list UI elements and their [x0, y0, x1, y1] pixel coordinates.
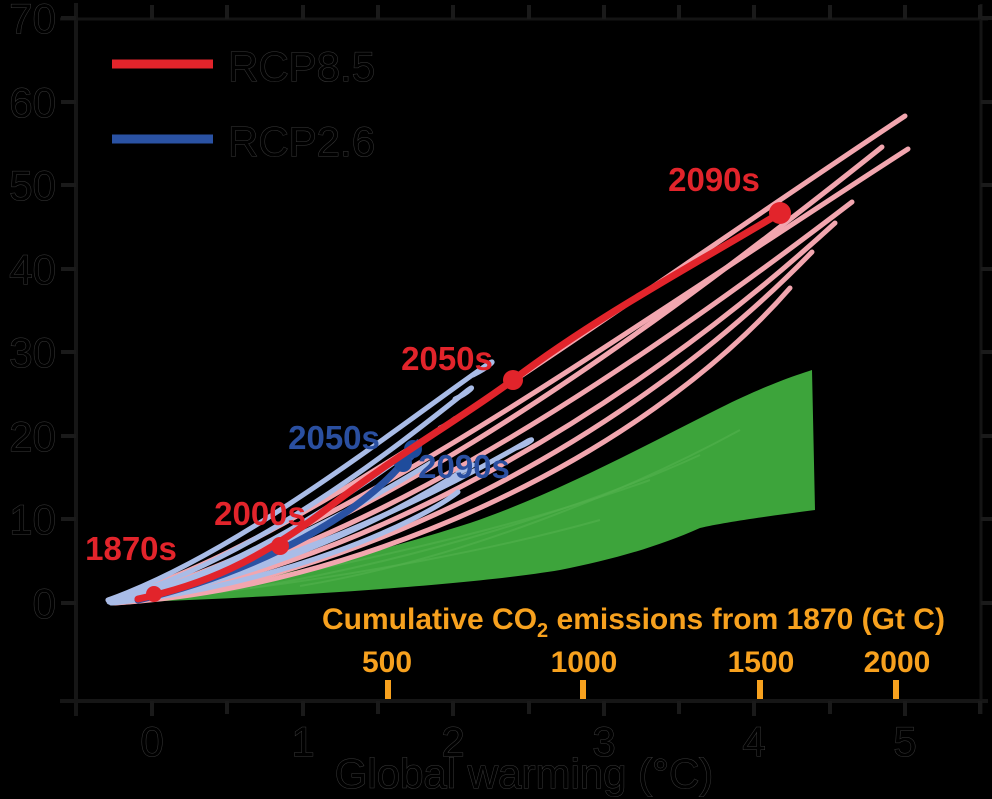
annotation-rcp85-1870s: 1870s — [85, 530, 177, 567]
plot-frame — [60, 3, 992, 716]
top-ticks — [150, 5, 982, 19]
x-axis-labels: 0 1 2 3 4 5 — [140, 718, 917, 766]
decade-annotations: 1870s 2000s 2050s 2090s 2050s 2090s — [85, 161, 760, 567]
marker-rcp85-2050s — [503, 370, 523, 390]
y-tick-label: 10 — [9, 496, 56, 543]
x-tick-label: 5 — [893, 718, 916, 765]
green-band-area — [118, 370, 815, 604]
y-tick-label: 70 — [9, 0, 56, 42]
emissions-tick-label: 500 — [362, 646, 412, 679]
x-tick-label: 0 — [140, 718, 163, 765]
annotation-rcp85-2090s: 2090s — [668, 161, 760, 198]
left-ticks — [61, 16, 76, 605]
rcp85-member-line — [109, 285, 793, 606]
annotation-rcp85-2050s: 2050s — [401, 340, 493, 377]
emissions-title-post: emissions from 1870 (Gt C) — [548, 603, 945, 636]
y-tick-label: 30 — [9, 329, 56, 376]
emissions-tick-label: 1000 — [551, 646, 618, 679]
y-axis-labels: 70 60 50 40 30 20 10 0 — [9, 0, 57, 628]
x-tick-label: 1 — [291, 718, 314, 765]
x-axis-title: Global warming (°C) — [335, 750, 714, 797]
rcp26-member-line — [107, 459, 435, 604]
y-tick-label: 50 — [9, 162, 56, 209]
x-tick-label: 2 — [441, 718, 464, 765]
legend: RCP8.5 RCP2.6 — [112, 43, 376, 166]
emissions-tick-labels: 500 1000 1500 2000 — [362, 646, 930, 679]
emissions-tick-label: 1500 — [728, 646, 795, 679]
y-tick-label: 0 — [33, 580, 56, 627]
emissions-axis-title: Cumulative CO2 emissions from 1870 (Gt C… — [322, 603, 945, 642]
rcp26-member-line — [109, 489, 461, 606]
emissions-title-sub: 2 — [537, 620, 548, 642]
legend-label-rcp85: RCP8.5 — [228, 43, 375, 90]
y-tick-label: 40 — [9, 246, 56, 293]
annotation-rcp85-2000s: 2000s — [214, 495, 306, 532]
bottom-ticks — [150, 701, 982, 716]
x-tick-label: 3 — [592, 718, 615, 765]
rcp85-mean — [134, 202, 791, 603]
emissions-title-pre: Cumulative CO — [322, 603, 537, 636]
y-tick-label: 60 — [9, 79, 56, 126]
y-tick-label: 20 — [9, 413, 56, 460]
green-streak — [219, 519, 601, 593]
green-streak — [249, 454, 701, 589]
green-streak — [299, 429, 741, 587]
emissions-axis: Cumulative CO2 emissions from 1870 (Gt C… — [322, 603, 945, 699]
legend-label-rcp26: RCP2.6 — [228, 118, 375, 165]
rcp26-member-line — [105, 359, 495, 603]
marker-rcp85-2000s — [271, 537, 289, 555]
annotation-rcp26-2090s: 2090s — [418, 448, 510, 485]
rcp26-member-line — [106, 385, 474, 604]
marker-rcp85-2090s — [769, 202, 791, 224]
rcp85-mean-line — [134, 209, 784, 603]
emissions-ticks — [385, 680, 899, 699]
annotation-rcp26-2050s: 2050s — [288, 419, 380, 456]
right-ticks — [981, 16, 992, 605]
marker-rcp85-1870s — [146, 586, 162, 602]
emissions-tick-label: 2000 — [864, 646, 931, 679]
x-tick-label: 4 — [742, 718, 765, 765]
